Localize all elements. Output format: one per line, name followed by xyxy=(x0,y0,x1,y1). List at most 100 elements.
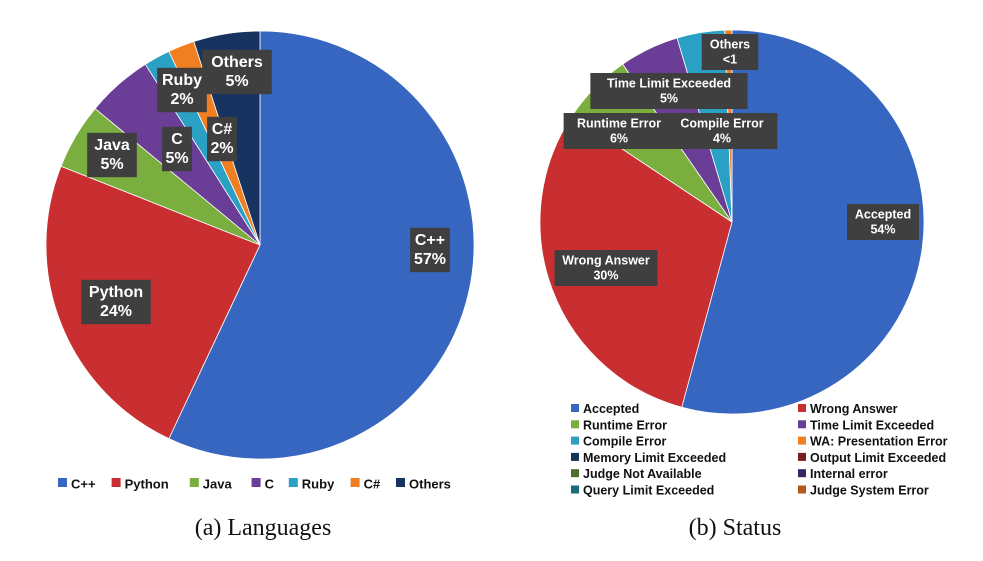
data-label-java-box xyxy=(87,132,137,178)
legend-swatch-judge-system-error xyxy=(798,485,806,494)
legend-label-judge-not-available: Judge Not Available xyxy=(583,467,702,481)
legend-swatch-wa-presentation-error xyxy=(798,436,806,445)
languages-pie xyxy=(45,30,475,460)
pie-slice-python xyxy=(45,165,261,440)
legend-label-output-limit-exceeded: Output Limit Exceeded xyxy=(810,451,946,465)
data-label-c-name: C# xyxy=(212,121,233,138)
data-label-ruby-value: 2% xyxy=(170,91,193,108)
data-label-c-name: C++ xyxy=(415,232,445,249)
data-label-python-name: Python xyxy=(89,284,143,301)
status-caption: (b) Status xyxy=(689,515,782,541)
legend-swatch-accepted xyxy=(571,404,579,412)
data-label-java-name: Java xyxy=(94,137,130,154)
languages-data-labels: C++ 57% Python 24% Java 5% C 5% Ruby 2% C# 2% Others… xyxy=(81,49,450,325)
data-label-ruby-box xyxy=(157,67,207,113)
data-label-others-box xyxy=(202,49,272,95)
legend-label-accepted: Accepted xyxy=(583,402,639,416)
legend-swatch-query-limit-exceeded xyxy=(571,485,579,494)
legend-swatch-ruby xyxy=(288,478,298,487)
legend-label-ruby: Ruby xyxy=(302,477,335,492)
data-label-python-box xyxy=(81,279,151,325)
data-label-others: Others 5% xyxy=(202,49,272,95)
data-label-others-name: Others xyxy=(211,54,263,71)
legend-swatch-java xyxy=(189,478,199,487)
legend-label-java: Java xyxy=(203,477,233,492)
data-label-time-limit-exceeded-value: 5% xyxy=(660,92,678,106)
data-label-time-limit-exceeded-name: Time Limit Exceeded xyxy=(607,77,731,91)
data-label-c-value: 57% xyxy=(414,251,446,268)
pie-slice-c xyxy=(168,30,475,460)
status-legend: Accepted Wrong Answer Runtime Error Time Li… xyxy=(571,402,948,498)
data-label-c-box xyxy=(162,126,192,172)
data-label-java-value: 5% xyxy=(100,156,123,173)
data-label-wrong-answer-box xyxy=(554,250,658,286)
data-label-runtime-error-box xyxy=(563,113,675,149)
legend-label-others: Others xyxy=(409,477,451,492)
legend-swatch-judge-not-available xyxy=(571,469,579,478)
legend-label-compile-error: Compile Error xyxy=(583,435,666,449)
data-label-runtime-error-name: Runtime Error xyxy=(577,117,661,131)
legend-swatch-wrong-answer xyxy=(798,404,806,412)
legend-label-c: C xyxy=(265,477,275,492)
data-label-time-limit-exceeded-box xyxy=(590,73,748,109)
data-label-runtime-error-value: 6% xyxy=(610,132,628,146)
data-label-c-box xyxy=(207,116,237,162)
languages-legend: C++ Python Java C Ruby C# Others xyxy=(58,477,451,492)
data-label-python-value: 24% xyxy=(100,303,132,320)
data-label-c-value: 5% xyxy=(165,150,188,167)
data-label-others-value: <1 xyxy=(723,53,737,67)
data-label-compile-error-value: 4% xyxy=(713,132,731,146)
data-label-java: Java 5% xyxy=(87,132,137,178)
legend-label-runtime-error: Runtime Error xyxy=(583,418,667,432)
data-label-others-box xyxy=(701,34,759,70)
legend-label-time-limit-exceeded: Time Limit Exceeded xyxy=(810,418,934,432)
legend-swatch-memory-limit-exceeded xyxy=(571,452,579,461)
legend-swatch-compile-error xyxy=(571,436,579,445)
data-label-python: Python 24% xyxy=(81,279,151,325)
legend-swatch-runtime-error xyxy=(571,420,579,429)
data-label-others: Others<1 xyxy=(701,34,759,70)
legend-label-wa-presentation-error: WA: Presentation Error xyxy=(810,435,948,449)
data-label-ruby: Ruby 2% xyxy=(157,67,207,113)
data-label-c-value: 2% xyxy=(210,140,233,157)
legend-label-memory-limit-exceeded: Memory Limit Exceeded xyxy=(583,451,726,465)
legend-swatch-c xyxy=(350,478,360,487)
data-label-wrong-answer-value: 30% xyxy=(593,269,618,283)
languages-caption: (a) Languages xyxy=(195,515,332,541)
data-label-wrong-answer-name: Wrong Answer xyxy=(562,254,650,268)
data-label-compile-error-name: Compile Error xyxy=(680,117,763,131)
legend-label-query-limit-exceeded: Query Limit Exceeded xyxy=(583,484,714,498)
data-label-ruby-name: Ruby xyxy=(162,72,202,89)
data-label-c-name: C xyxy=(171,131,183,148)
legend-swatch-internal-error xyxy=(798,469,806,478)
data-label-others-value: 5% xyxy=(225,73,248,90)
legend-label-internal-error: Internal error xyxy=(810,467,888,481)
data-label-c: C# 2% xyxy=(207,116,237,162)
data-label-c-box xyxy=(410,227,450,273)
legend-swatch-python xyxy=(111,478,121,487)
legend-swatch-output-limit-exceeded xyxy=(798,452,806,461)
legend-swatch-time-limit-exceeded xyxy=(798,420,806,429)
legend-swatch-c xyxy=(251,478,261,487)
legend-label-c: C# xyxy=(364,477,381,492)
legend-swatch-c xyxy=(58,478,67,487)
data-label-others-name: Others xyxy=(710,38,750,52)
legend-label-judge-system-error: Judge System Error xyxy=(810,484,929,498)
data-label-compile-error-box xyxy=(666,113,778,149)
data-label-accepted-box xyxy=(847,204,919,240)
data-label-c: C++ 57% xyxy=(410,227,450,273)
data-label-c: C 5% xyxy=(162,126,192,172)
legend-label-wrong-answer: Wrong Answer xyxy=(810,402,898,416)
legend-label-python: Python xyxy=(125,477,169,492)
legend-label-c: C++ xyxy=(71,477,96,492)
data-label-accepted-value: 54% xyxy=(870,223,895,237)
data-label-accepted-name: Accepted xyxy=(855,208,911,222)
legend-swatch-others xyxy=(396,478,405,487)
